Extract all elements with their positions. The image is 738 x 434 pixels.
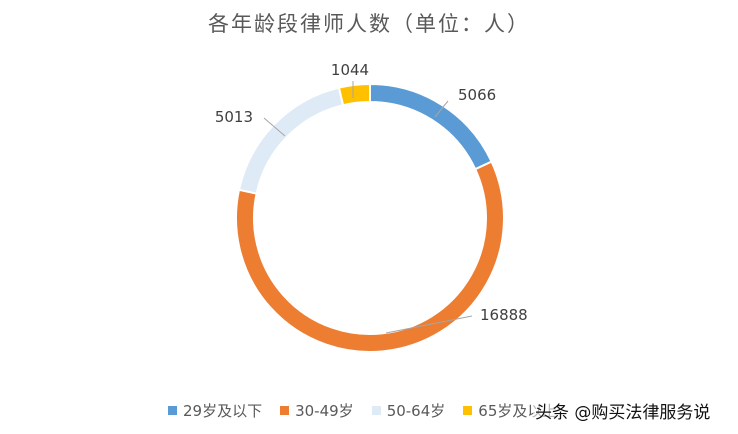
watermark: 头条 @购买法律服务说 [533, 398, 713, 423]
legend-swatch [280, 406, 290, 415]
legend-item-29-and-under: 29岁及以下 [168, 400, 262, 421]
legend-swatch [371, 406, 381, 415]
chart-legend: 29岁及以下 30-49岁 50-64岁 65岁及以上 [168, 400, 575, 421]
legend-label: 30-49岁 [295, 402, 354, 420]
legend-swatch [168, 406, 177, 415]
legend-item-30-49: 30-49岁 [280, 400, 354, 421]
slice-50-64 [237, 86, 345, 195]
legend-swatch [463, 406, 473, 415]
data-label-30-49: 16888 [480, 306, 528, 324]
legend-label: 50-64岁 [386, 402, 446, 420]
leader-line [263, 117, 286, 137]
legend-item-50-64: 50-64岁 [371, 400, 446, 421]
slice-65-and-over [337, 82, 371, 107]
data-label-65-and-over: 1044 [331, 61, 369, 79]
chart-title: 各年龄段律师人数（单位：人） [208, 12, 530, 36]
leader-line [434, 100, 449, 118]
legend-label: 29岁及以下 [183, 402, 263, 420]
data-label-50-64: 5013 [215, 108, 253, 126]
slice-30-49 [235, 160, 505, 353]
data-label-29-and-under: 5066 [458, 86, 496, 104]
leader-line [385, 315, 473, 334]
